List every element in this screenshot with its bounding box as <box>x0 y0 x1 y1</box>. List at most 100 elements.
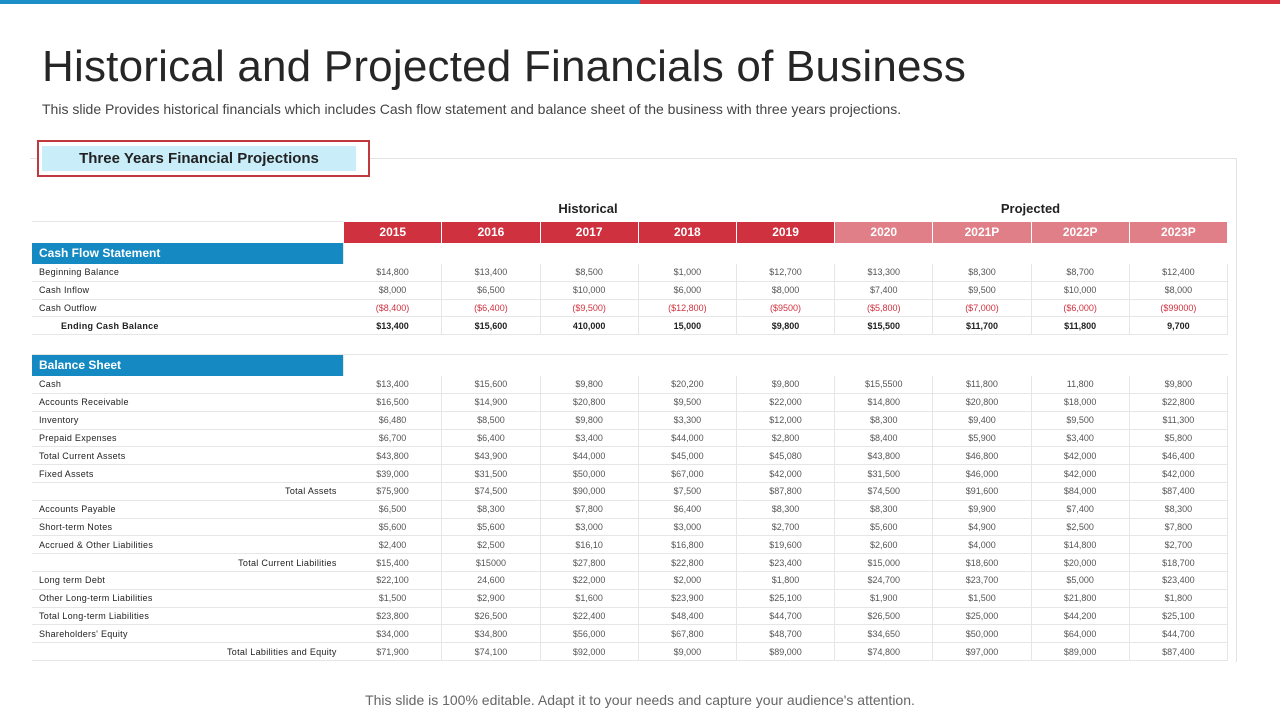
top-accent-bar <box>0 0 1280 4</box>
value-cell: $23,400 <box>736 553 836 572</box>
value-cell: ($6,400) <box>441 299 541 318</box>
value-cell: $5,900 <box>932 429 1032 448</box>
value-cell: $8,300 <box>441 500 541 519</box>
value-cell: $44,000 <box>638 429 737 448</box>
table-row: Other Long-term Liabilities $1,500 $2,900 $… <box>32 589 1229 608</box>
value-cell: $26,500 <box>834 607 934 626</box>
year-header: 2015 <box>343 221 443 243</box>
value-cell: 24,600 <box>441 571 541 590</box>
value-cell: $27,800 <box>540 553 639 572</box>
value-cell: $8,300 <box>834 500 934 519</box>
value-cell: $7,500 <box>638 482 737 501</box>
value-cell: $2,900 <box>441 589 541 608</box>
value-cell: $74,100 <box>441 642 541 661</box>
value-cell: $34,650 <box>834 624 934 644</box>
value-cell: $15,000 <box>834 553 934 572</box>
value-cell: $18,600 <box>932 553 1032 572</box>
value-cell: $8,000 <box>1129 281 1229 300</box>
table-row: Cash $13,400 $15,600 $9,800 $20,200 $9,800 $15… <box>32 375 1229 394</box>
cash-flow-heading-row: Cash Flow Statement <box>32 242 1228 264</box>
value-cell: $91,600 <box>932 482 1032 501</box>
value-cell: $15,5500 <box>834 375 934 394</box>
row-label: Long term Debt <box>32 571 344 590</box>
value-cell: ($8,400) <box>343 299 443 318</box>
financials-table: 2015 2016 2017 2018 2019 2020 2021P 2022… <box>32 221 1229 661</box>
value-cell: $23,900 <box>638 589 737 608</box>
value-cell: $20,000 <box>1031 553 1130 572</box>
value-cell: $89,000 <box>736 642 836 661</box>
value-cell: $8,000 <box>343 281 443 300</box>
value-cell: $9,000 <box>638 642 737 661</box>
value-cell: $9,500 <box>1031 411 1130 430</box>
value-cell: $74,500 <box>441 482 541 501</box>
value-cell: $34,800 <box>441 624 541 644</box>
value-cell: ($99000) <box>1129 299 1229 318</box>
value-cell: $46,400 <box>1129 446 1229 466</box>
row-label: Shareholders' Equity <box>32 624 344 644</box>
value-cell: $3,000 <box>638 518 737 537</box>
value-cell: $2,400 <box>343 535 443 555</box>
value-cell: $18,000 <box>1031 393 1130 412</box>
value-cell: $9,800 <box>736 316 836 336</box>
value-cell: $2,700 <box>1129 535 1229 555</box>
value-cell: $8,500 <box>540 263 639 282</box>
value-cell: $8,700 <box>1031 263 1130 282</box>
value-cell: $46,800 <box>932 446 1032 466</box>
value-cell: $16,10 <box>540 535 639 555</box>
value-cell: $48,700 <box>736 624 836 644</box>
value-cell: $90,000 <box>540 482 639 501</box>
value-cell: $5,800 <box>1129 429 1229 448</box>
table-row: Accounts Payable $6,500 $8,300 $7,800 $6,400… <box>32 500 1229 519</box>
value-cell: $24,700 <box>834 571 934 590</box>
row-label: Prepaid Expenses <box>32 429 344 448</box>
group-label-projected: Projected <box>1000 201 1061 216</box>
table-row: Shareholders' Equity $34,000 $34,800 $56,00… <box>32 624 1229 644</box>
value-cell: $16,800 <box>638 535 737 555</box>
value-cell: $12,000 <box>736 411 836 430</box>
table-row: Cash Inflow $8,000 $6,500 $10,000 $6,000 $8,0… <box>32 281 1229 300</box>
value-cell: $1,500 <box>343 589 443 608</box>
value-cell: $15,600 <box>441 375 541 394</box>
table-row: Total Current Assets $43,800 $43,900 $44,00… <box>32 446 1229 466</box>
value-cell: $42,000 <box>736 464 836 483</box>
value-cell: $97,000 <box>932 642 1032 661</box>
value-cell: $2,800 <box>736 429 836 448</box>
value-cell: $14,800 <box>834 393 934 412</box>
value-cell: $11,800 <box>1031 316 1130 336</box>
value-cell: $15000 <box>441 553 541 572</box>
value-cell: $6,400 <box>441 429 541 448</box>
cash-flow-heading: Cash Flow Statement <box>32 242 344 264</box>
section-tab: Three Years Financial Projections <box>37 140 370 177</box>
value-cell: $13,400 <box>441 263 541 282</box>
value-cell: $2,500 <box>441 535 541 555</box>
row-label: Total Assets <box>32 482 344 501</box>
value-cell: $10,000 <box>540 281 639 300</box>
value-cell: $14,900 <box>441 393 541 412</box>
value-cell: ($12,800) <box>638 299 737 318</box>
value-cell: $5,600 <box>834 518 934 537</box>
value-cell: $20,200 <box>638 375 737 394</box>
value-cell: $5,000 <box>1031 571 1130 590</box>
value-cell: ($9500) <box>736 299 836 318</box>
value-cell: $42,000 <box>1031 446 1130 466</box>
value-cell: $6,500 <box>441 281 541 300</box>
top-accent-red <box>640 0 1280 4</box>
value-cell: $3,000 <box>540 518 639 537</box>
year-header: 2018 <box>638 221 737 243</box>
row-label: Cash Outflow <box>32 299 344 318</box>
row-label: Total Current Liabilities <box>32 553 344 572</box>
value-cell: $18,700 <box>1129 553 1229 572</box>
value-cell: $9,800 <box>1129 375 1229 394</box>
table-row: Long term Debt $22,100 24,600 $22,000 $2,000… <box>32 571 1229 590</box>
row-label: Ending Cash Balance <box>32 316 344 336</box>
value-cell: $1,600 <box>540 589 639 608</box>
value-cell: $5,600 <box>441 518 541 537</box>
value-cell: $10,000 <box>1031 281 1130 300</box>
value-cell: $22,000 <box>736 393 836 412</box>
value-cell: $22,800 <box>638 553 737 572</box>
value-cell: $6,500 <box>343 500 443 519</box>
value-cell: $44,700 <box>736 607 836 626</box>
value-cell: $25,000 <box>932 607 1032 626</box>
value-cell: $44,200 <box>1031 607 1130 626</box>
value-cell: $43,800 <box>834 446 934 466</box>
